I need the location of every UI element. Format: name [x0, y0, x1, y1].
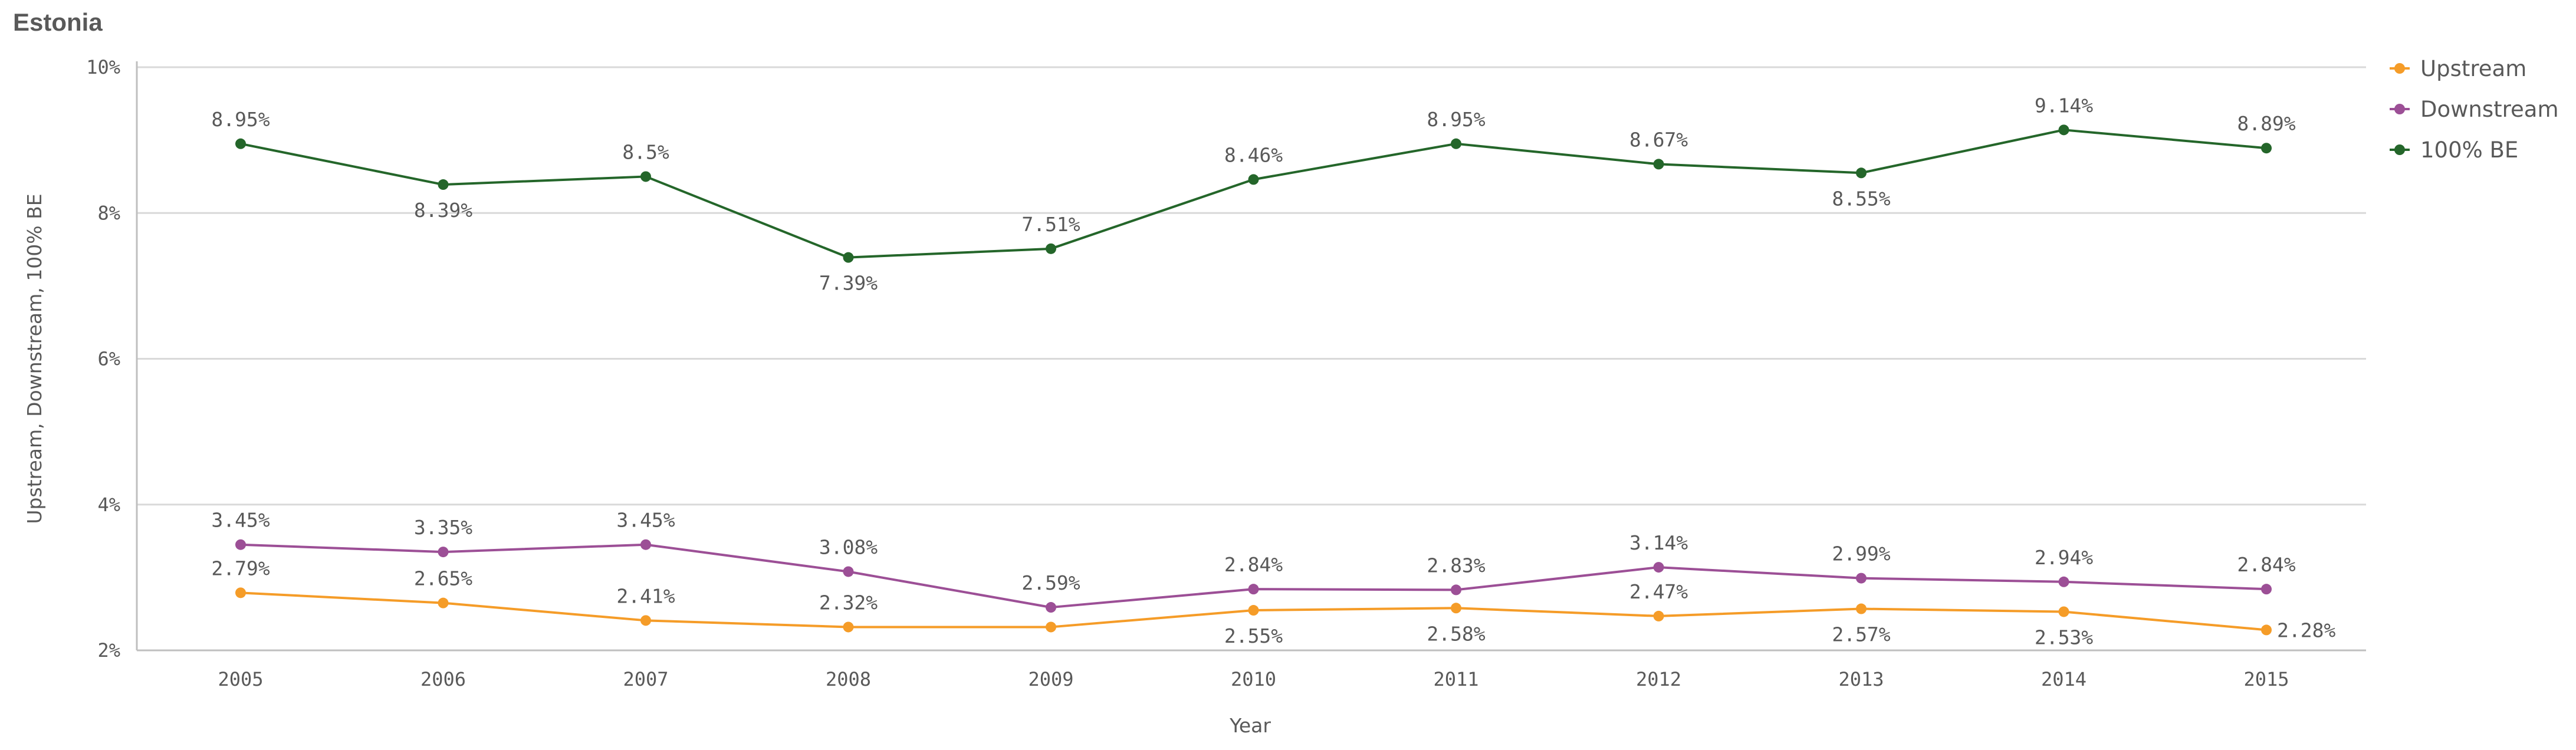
- data-labels: 2.79% 2.65% 2.41% 2.32% 2.55% 2.58% 2.47% 2.57%…: [211, 94, 2335, 649]
- data-label-downstream: 3.08%: [819, 535, 878, 558]
- y-tick-label: 10%: [86, 56, 120, 78]
- x-tick-label: 2012: [1636, 668, 1681, 690]
- data-label-100-be: 7.39%: [819, 272, 878, 295]
- data-label-100-be: 8.95%: [211, 108, 270, 131]
- data-label-100-be: 8.5%: [622, 140, 669, 163]
- x-tick-label: 2013: [1838, 668, 1884, 690]
- data-label-100-be: 8.55%: [1832, 187, 1890, 210]
- data-label-downstream: 3.45%: [211, 509, 270, 532]
- legend-label: Upstream: [2420, 56, 2526, 81]
- data-point-upstream[interactable]: [2058, 606, 2069, 617]
- data-point-100-be[interactable]: [235, 138, 246, 149]
- data-label-downstream: 2.84%: [1224, 553, 1283, 576]
- x-tick-label: 2010: [1231, 668, 1276, 690]
- x-tick-label: 2011: [1433, 668, 1478, 690]
- legend-marker: [2394, 144, 2405, 155]
- data-point-100-be[interactable]: [1653, 159, 1664, 170]
- data-label-downstream: 2.83%: [1427, 554, 1485, 577]
- x-tick-label: 2009: [1028, 668, 1073, 690]
- data-label-upstream: 2.47%: [1629, 580, 1688, 603]
- data-point-100-be[interactable]: [2058, 124, 2069, 136]
- x-tick-label: 2006: [420, 668, 466, 690]
- legend: Upstream Downstream 100% BE: [2390, 56, 2559, 163]
- data-point-upstream[interactable]: [2261, 624, 2272, 636]
- y-axis-title: Upstream, Downstream, 100% BE: [23, 193, 46, 524]
- data-point-100-be[interactable]: [1248, 174, 1259, 185]
- data-point-downstream[interactable]: [1856, 573, 1867, 584]
- data-point-upstream[interactable]: [843, 621, 854, 633]
- data-label-upstream: 2.58%: [1427, 622, 1485, 645]
- x-tick-label: 2014: [2041, 668, 2087, 690]
- data-label-downstream: 2.99%: [1832, 542, 1890, 565]
- y-tick-label: 4%: [97, 494, 120, 516]
- data-label-downstream: 3.45%: [616, 509, 675, 532]
- data-point-downstream[interactable]: [843, 566, 854, 577]
- legend-label: Downstream: [2420, 97, 2559, 122]
- data-label-100-be: 8.89%: [2237, 112, 2295, 135]
- axes: 2% 4% 6% 8% 10% 2005 2006 2007 2008 2009 2010 2011 2…: [23, 56, 2366, 737]
- data-label-100-be: 8.46%: [1224, 143, 1283, 166]
- legend-marker: [2394, 104, 2405, 114]
- data-label-100-be: 7.51%: [1021, 213, 1080, 236]
- data-label-upstream: 2.79%: [211, 557, 270, 580]
- data-point-upstream[interactable]: [1046, 621, 1056, 633]
- legend-item-upstream[interactable]: Upstream: [2390, 56, 2526, 81]
- data-label-upstream: 2.32%: [819, 591, 878, 614]
- legend-marker: [2394, 63, 2405, 74]
- data-label-downstream: 3.14%: [1629, 531, 1688, 554]
- data-point-upstream[interactable]: [235, 587, 246, 598]
- y-tick-label: 6%: [97, 348, 120, 370]
- data-label-100-be: 8.67%: [1629, 128, 1688, 151]
- data-label-downstream: 3.35%: [414, 516, 472, 539]
- data-point-100-be[interactable]: [1451, 138, 1461, 149]
- legend-item-downstream[interactable]: Downstream: [2390, 97, 2559, 122]
- x-tick-label: 2015: [2243, 668, 2289, 690]
- data-point-downstream[interactable]: [640, 539, 651, 550]
- data-point-upstream[interactable]: [1451, 603, 1461, 614]
- data-label-100-be: 8.39%: [414, 199, 472, 222]
- data-label-100-be: 9.14%: [2035, 94, 2093, 117]
- data-label-upstream: 2.41%: [616, 584, 675, 607]
- data-label-upstream: 2.65%: [414, 567, 472, 590]
- data-point-downstream[interactable]: [1653, 562, 1664, 573]
- data-point-downstream[interactable]: [2058, 576, 2069, 587]
- data-label-100-be: 8.95%: [1427, 108, 1485, 131]
- data-point-downstream[interactable]: [438, 547, 449, 558]
- data-point-100-be[interactable]: [1856, 167, 1867, 179]
- data-point-downstream[interactable]: [2261, 584, 2272, 595]
- data-label-downstream: 2.94%: [2035, 546, 2093, 569]
- data-point-100-be[interactable]: [2261, 143, 2272, 154]
- data-label-upstream: 2.55%: [1224, 624, 1283, 647]
- x-axis-title: Year: [1229, 714, 1271, 737]
- data-point-upstream[interactable]: [1653, 610, 1664, 621]
- data-point-downstream[interactable]: [1046, 602, 1056, 613]
- data-point-100-be[interactable]: [438, 179, 449, 190]
- data-label-upstream: 2.53%: [2035, 626, 2093, 649]
- x-tick-label: 2005: [218, 668, 263, 690]
- legend-item-100-be[interactable]: 100% BE: [2390, 137, 2518, 163]
- data-point-100-be[interactable]: [1046, 243, 1056, 254]
- y-tick-label: 2%: [97, 639, 120, 662]
- data-point-downstream[interactable]: [1451, 584, 1461, 596]
- data-point-upstream[interactable]: [1248, 605, 1259, 616]
- legend-label: 100% BE: [2420, 137, 2518, 163]
- data-point-downstream[interactable]: [235, 539, 246, 550]
- data-label-downstream: 2.59%: [1021, 571, 1080, 594]
- gridlines: [137, 66, 2366, 506]
- data-label-upstream: 2.28%: [2277, 619, 2335, 642]
- x-tick-label: 2007: [623, 668, 668, 690]
- chart-title: Estonia: [13, 8, 103, 36]
- data-point-upstream[interactable]: [438, 597, 449, 608]
- data-point-100-be[interactable]: [843, 252, 854, 263]
- y-tick-label: 8%: [97, 202, 120, 224]
- data-point-upstream[interactable]: [1856, 603, 1867, 614]
- data-point-upstream[interactable]: [640, 615, 651, 626]
- data-point-100-be[interactable]: [640, 171, 651, 182]
- x-tick-label: 2008: [826, 668, 871, 690]
- series: [235, 124, 2272, 636]
- data-point-downstream[interactable]: [1248, 584, 1259, 595]
- data-label-upstream: 2.57%: [1832, 623, 1890, 646]
- data-label-downstream: 2.84%: [2237, 553, 2295, 576]
